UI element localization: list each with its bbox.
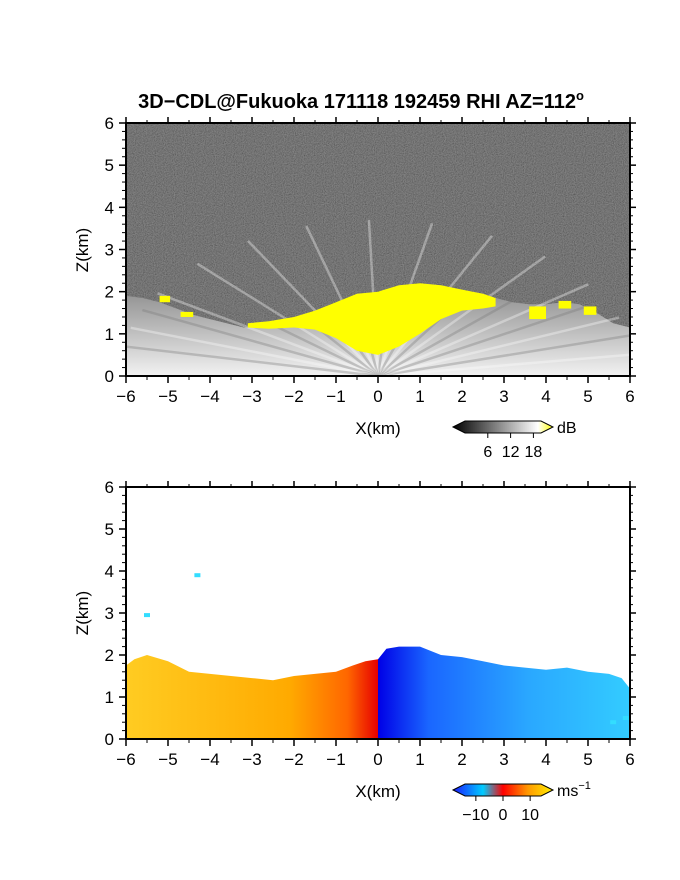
reflectivity-ray	[142, 308, 379, 376]
reflectivity-ray	[275, 231, 380, 376]
reflectivity-high-band	[247, 283, 496, 355]
velocity-xtick-label: −3	[242, 750, 261, 769]
velocity-xtick-label: 1	[415, 750, 424, 769]
velocity-colorbar-unit: ms−1	[557, 780, 591, 800]
reflectivity-colorbar-unit: dB	[557, 420, 577, 437]
velocity-colorbar-bar	[451, 783, 555, 797]
velocity-colorbar-ticks: −10 0 10	[462, 796, 539, 824]
reflectivity-colorbar-bar	[451, 420, 555, 434]
velocity-xlabel: X(km)	[355, 782, 400, 801]
velocity-ylabel: Z(km)	[73, 591, 92, 635]
reflectivity-ytick-label: 4	[105, 198, 114, 217]
reflectivity-high-patches	[159, 295, 597, 320]
velocity-xtick-label: −2	[284, 750, 303, 769]
velocity-xtick-label: 5	[583, 750, 592, 769]
reflectivity-ylabel: Z(km)	[73, 228, 92, 272]
reflectivity-colorbar-tick-label: 6	[483, 444, 492, 461]
figure-title: 3D−CDL@Fukuoka 171118 192459 RHI AZ=112o	[138, 88, 584, 113]
velocity-colorbar-tick-label: −10	[462, 807, 489, 824]
reflectivity-ytick-label: 6	[105, 114, 114, 133]
velocity-xtick-label: 4	[541, 750, 550, 769]
reflectivity-xtick-label: −6	[116, 387, 135, 406]
reflectivity-xtick-label: 1	[415, 387, 424, 406]
velocity-plot-area	[126, 487, 630, 739]
reflectivity-ray	[220, 250, 379, 376]
velocity-speckle	[144, 613, 150, 618]
reflectivity-ytick-label: 2	[105, 283, 114, 302]
reflectivity-xtick-label: −3	[242, 387, 261, 406]
velocity-ytick-label: 6	[105, 478, 114, 497]
velocity-colorbar: −10 0 10 ms−1	[451, 780, 591, 824]
velocity-xtick-label: −4	[200, 750, 219, 769]
reflectivity-high-patch	[159, 295, 171, 303]
velocity-approaching-region	[126, 655, 378, 739]
reflectivity-colorbar-ticks: 6 12 18	[483, 433, 542, 461]
reflectivity-ray	[377, 316, 620, 376]
velocity-colorbar-tick-label: 10	[521, 807, 539, 824]
velocity-xtick-label: 3	[499, 750, 508, 769]
velocity-ytick-label: 1	[105, 688, 114, 707]
reflectivity-high-patch	[180, 311, 194, 317]
reflectivity-ray	[130, 326, 379, 376]
reflectivity-ray	[247, 240, 379, 376]
reflectivity-ray	[377, 268, 569, 376]
reflectivity-colorbar: 6 12 18 dB	[451, 420, 577, 461]
reflectivity-ray	[126, 345, 379, 376]
reflectivity-high-patch	[558, 300, 572, 309]
reflectivity-high-patch	[529, 306, 546, 320]
velocity-speckle	[622, 716, 629, 720]
velocity-speckle	[194, 573, 201, 578]
reflectivity-xtick-label: 2	[457, 387, 466, 406]
reflectivity-xtick-label: −4	[200, 387, 219, 406]
reflectivity-xtick-label: 5	[583, 387, 592, 406]
velocity-xtick-label: 2	[457, 750, 466, 769]
reflectivity-xtick-label: −5	[158, 387, 177, 406]
reflectivity-xtick-label: −2	[284, 387, 303, 406]
velocity-ytick-label: 4	[105, 562, 114, 581]
reflectivity-xtick-label: −1	[326, 387, 345, 406]
velocity-ytick-label: 2	[105, 646, 114, 665]
velocity-xtick-label: −1	[326, 750, 345, 769]
reflectivity-ray	[377, 299, 606, 376]
reflectivity-ray	[377, 283, 589, 376]
reflectivity-rays	[126, 220, 630, 376]
velocity-speckles	[144, 573, 629, 725]
velocity-xtick-label: −6	[116, 750, 135, 769]
reflectivity-plot-area	[126, 123, 630, 376]
velocity-xtick-label: 0	[373, 750, 382, 769]
velocity-xtick-label: −5	[158, 750, 177, 769]
reflectivity-ytick-label: 0	[105, 367, 114, 386]
reflectivity-ray	[157, 292, 379, 376]
reflectivity-ray	[377, 334, 630, 376]
reflectivity-ray	[377, 353, 630, 376]
reflectivity-xtick-label: 6	[625, 387, 634, 406]
reflectivity-ytick-label: 5	[105, 156, 114, 175]
reflectivity-xtick-label: 3	[499, 387, 508, 406]
reflectivity-ytick-label: 1	[105, 325, 114, 344]
reflectivity-axes: −6 −5 −4 −3 −2 −1 0 1 2 3 4 5 6 0 1 2 3 4 5 6	[105, 114, 636, 406]
reflectivity-colorbar-tick-label: 18	[525, 444, 543, 461]
velocity-ytick-label: 3	[105, 604, 114, 623]
reflectivity-ytick-label: 3	[105, 241, 114, 260]
velocity-receding-region	[378, 646, 630, 739]
velocity-axes: −6 −5 −4 −3 −2 −1 0 1 2 3 4 5 6 0 1 2 3 4 5 6	[105, 478, 636, 769]
velocity-ytick-label: 5	[105, 520, 114, 539]
reflectivity-colorbar-tick-label: 12	[502, 444, 520, 461]
velocity-xtick-label: 6	[625, 750, 634, 769]
reflectivity-xtick-label: 4	[541, 387, 550, 406]
velocity-ytick-label: 0	[105, 730, 114, 749]
velocity-colorbar-tick-label: 0	[499, 807, 508, 824]
reflectivity-xtick-label: 0	[373, 387, 382, 406]
reflectivity-high-patch	[583, 306, 597, 315]
velocity-speckle	[610, 720, 617, 725]
reflectivity-xlabel: X(km)	[355, 419, 400, 438]
reflectivity-ray	[377, 255, 546, 376]
